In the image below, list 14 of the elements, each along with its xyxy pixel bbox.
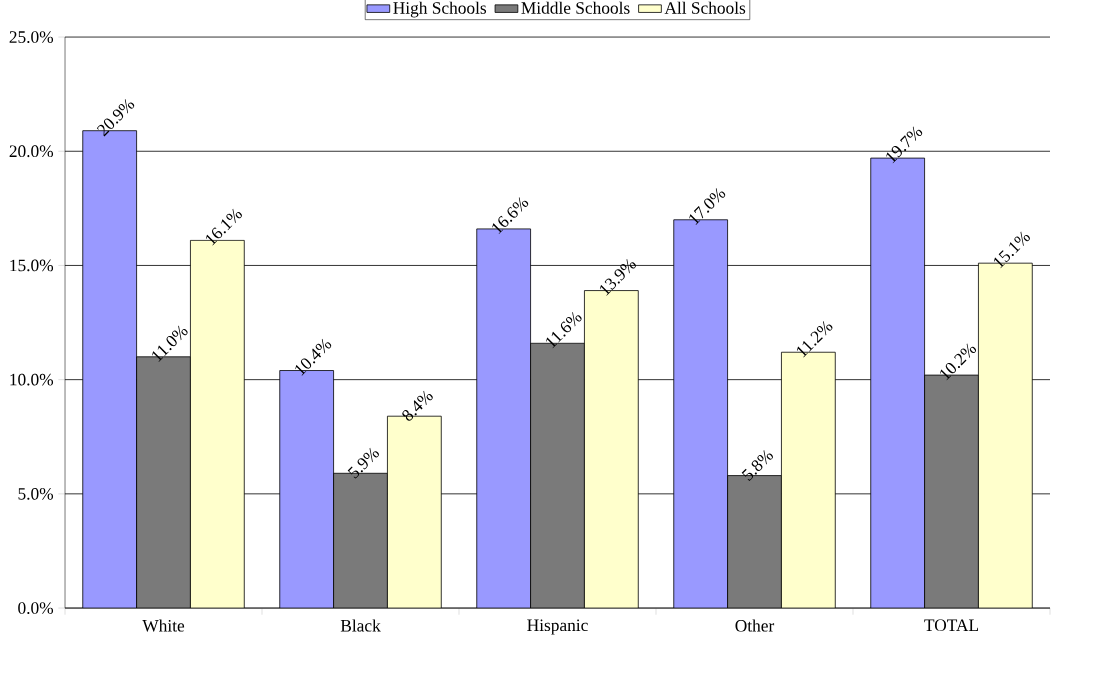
- y-tick-label: 10.0%: [10, 373, 54, 386]
- y-tick-label: 25.0%: [9, 31, 54, 43]
- x-tick-label: TOTAL: [924, 619, 979, 632]
- x-tick-label: Hispanic: [527, 619, 588, 635]
- y-tick-label: 5.0%: [18, 487, 54, 500]
- y-tick-label: 15.0%: [10, 259, 54, 272]
- y-tick-label: 0.0%: [18, 602, 54, 614]
- y-tick-label: 20.0%: [9, 145, 54, 158]
- legend-label: Middle Schools: [521, 1, 630, 14]
- x-tick-label: Black: [340, 619, 381, 632]
- x-tick-label: White: [142, 619, 185, 632]
- legend-label: All Schools: [664, 1, 746, 14]
- legend-label: High Schools: [393, 1, 487, 18]
- x-tick-label: Other: [735, 619, 775, 632]
